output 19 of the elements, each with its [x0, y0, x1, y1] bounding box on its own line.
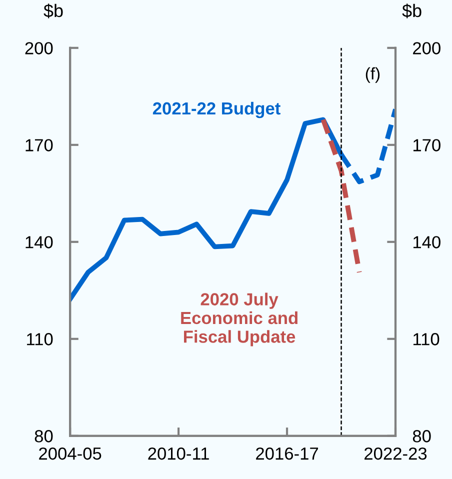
x-tick-label: 2004-05 [39, 447, 102, 460]
y2-tick-label: 170 [413, 139, 440, 152]
y2-tick-label: 80 [412, 430, 431, 442]
y-tick-label: 110 [27, 333, 53, 346]
x-tick-label: 2010-11 [148, 447, 209, 460]
y-tick-label: 140 [26, 236, 53, 248]
y2-tick-label: 140 [413, 236, 440, 248]
x-tick-label: 2022-23 [364, 447, 427, 460]
annotation: (f) [366, 67, 380, 83]
text: 2020 July Economic and Fiscal Update [181, 292, 298, 346]
y-tick-label: 200 [25, 42, 53, 54]
x-tick-label: 2016-17 [256, 447, 318, 460]
y-axis-title: $b [44, 4, 63, 18]
y-tick-label: 170 [26, 139, 53, 152]
y2-axis-title: $b [402, 4, 422, 18]
y2-tick-label: 110 [413, 333, 440, 346]
y2-tick-label: 200 [413, 42, 440, 54]
series-label: 2021-22 Budget [152, 102, 280, 118]
y-tick-label: 80 [34, 430, 53, 442]
